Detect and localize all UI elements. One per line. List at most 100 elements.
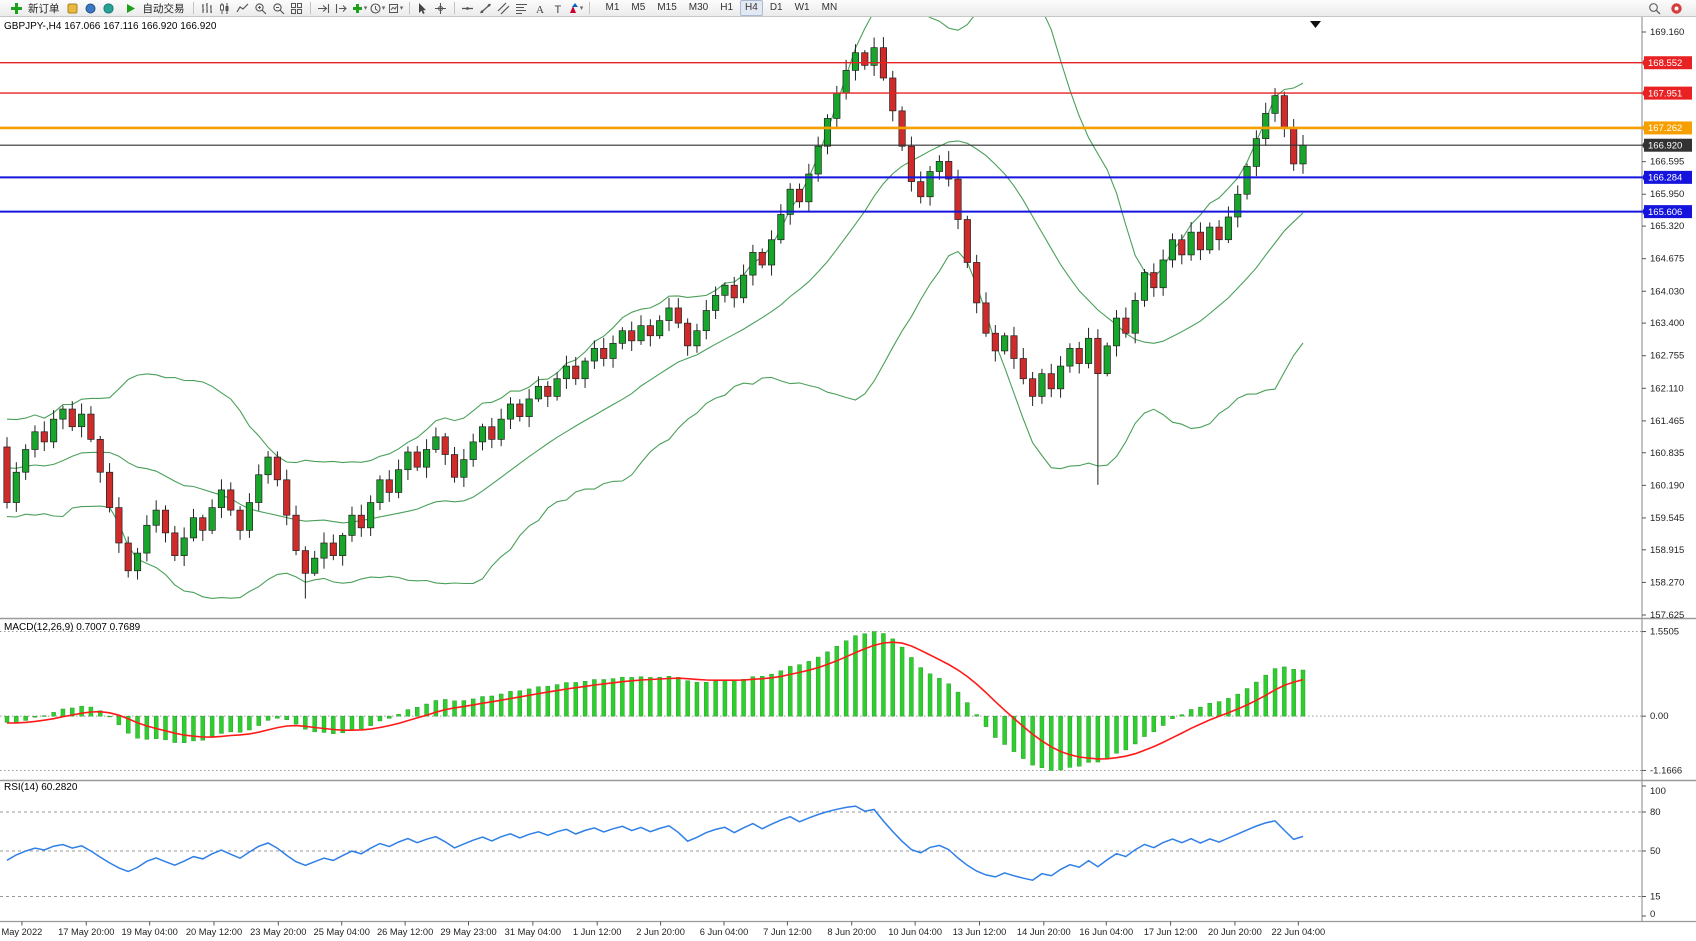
chart-shift-button[interactable] (333, 1, 351, 16)
svg-text:160.190: 160.190 (1650, 480, 1684, 491)
trendline-button[interactable] (477, 1, 495, 16)
community-alert-icon[interactable] (1667, 1, 1685, 16)
toolbar-separator (192, 2, 194, 14)
auto-scroll-button[interactable] (315, 1, 333, 16)
autotrading-button[interactable]: 自动交易 (118, 1, 189, 16)
zoom-out-button[interactable] (270, 1, 288, 16)
autotrading-label: 自动交易 (142, 2, 185, 15)
arrows-button[interactable]: ▾ (567, 1, 585, 16)
candles (3, 37, 1307, 599)
svg-text:157.625: 157.625 (1650, 610, 1684, 621)
market-watch-icon[interactable] (82, 1, 100, 16)
timeframe-h4-button[interactable]: H4 (740, 0, 763, 16)
svg-text:15: 15 (1650, 892, 1661, 903)
svg-text:166.595: 166.595 (1650, 157, 1684, 168)
svg-text:May 2022: May 2022 (1, 927, 42, 937)
svg-text:31 May 04:00: 31 May 04:00 (505, 927, 561, 937)
rsi-indicator-label: RSI(14) 60.2820 (4, 782, 78, 793)
timeframe-m1-button[interactable]: M1 (605, 2, 620, 13)
svg-text:2 Jun 20:00: 2 Jun 20:00 (636, 927, 685, 937)
toolbar: 新订单 自动交易 ▾ ▾ (0, 0, 1696, 17)
cursor-button[interactable] (414, 1, 432, 16)
svg-text:165.320: 165.320 (1650, 221, 1684, 232)
svg-text:158.915: 158.915 (1650, 545, 1684, 556)
svg-text:100: 100 (1650, 786, 1666, 797)
svg-text:20 May 12:00: 20 May 12:00 (186, 927, 242, 937)
svg-text:8 Jun 20:00: 8 Jun 20:00 (827, 927, 876, 937)
svg-text:166.284: 166.284 (1648, 173, 1682, 184)
new-order-icon (7, 1, 25, 16)
line-chart-button[interactable] (234, 1, 252, 16)
svg-text:19 May 04:00: 19 May 04:00 (121, 927, 177, 937)
svg-text:161.465: 161.465 (1650, 416, 1684, 427)
price-axis: 169.160 166.595 165.950 165.320 164.675 164.0… (1642, 27, 1684, 621)
timeframe-m5-button[interactable]: M5 (631, 2, 646, 13)
svg-text:17 May 20:00: 17 May 20:00 (58, 927, 114, 937)
pane-borders (0, 17, 1696, 923)
svg-text:167.951: 167.951 (1648, 88, 1682, 99)
svg-text:0.00: 0.00 (1650, 711, 1669, 722)
rsi-pane: 100 80 50 15 0 (0, 785, 1666, 920)
svg-text:16 Jun 04:00: 16 Jun 04:00 (1079, 927, 1133, 937)
horizontal-line-button[interactable] (459, 1, 477, 16)
price-line-labels: 168.552 167.951 167.262 166.920 166.284 165.6… (1642, 56, 1692, 219)
timeframe-mn-button[interactable]: MN (821, 2, 838, 13)
search-icon[interactable] (1645, 1, 1663, 16)
svg-text:159.545: 159.545 (1650, 513, 1684, 524)
chevron-down-icon: ▾ (399, 5, 404, 12)
timeframe-d1-button[interactable]: D1 (769, 2, 783, 13)
svg-text:13 Jun 12:00: 13 Jun 12:00 (953, 927, 1007, 937)
timeframe-m30-button[interactable]: M30 (688, 2, 709, 13)
candlestick-button[interactable] (216, 1, 234, 16)
svg-text:14 Jun 20:00: 14 Jun 20:00 (1017, 927, 1071, 937)
svg-text:168.552: 168.552 (1648, 58, 1682, 69)
svg-text:162.755: 162.755 (1650, 351, 1684, 362)
svg-text:22 Jun 04:00: 22 Jun 04:00 (1271, 927, 1325, 937)
zoom-in-button[interactable] (252, 1, 270, 16)
autotrading-icon (122, 1, 140, 16)
toolbar-separator (588, 2, 590, 14)
toolbar-separator (453, 2, 455, 14)
toolbar-right-group (1645, 1, 1685, 16)
indicators-button[interactable]: ▾ (351, 1, 369, 16)
svg-text:20 Jun 20:00: 20 Jun 20:00 (1208, 927, 1262, 937)
text-button[interactable]: A (531, 1, 549, 16)
svg-text:169.160: 169.160 (1650, 27, 1684, 38)
svg-text:6 Jun 04:00: 6 Jun 04:00 (700, 927, 749, 937)
svg-text:163.400: 163.400 (1650, 318, 1684, 329)
channel-button[interactable] (495, 1, 513, 16)
svg-text:26 May 12:00: 26 May 12:00 (377, 927, 433, 937)
svg-text:162.110: 162.110 (1650, 383, 1684, 394)
svg-text:167.262: 167.262 (1648, 123, 1682, 134)
svg-text:17 Jun 12:00: 17 Jun 12:00 (1144, 927, 1198, 937)
macd-pane: 1.5505 0.00 -1.1666 (0, 627, 1682, 776)
svg-text:-1.1666: -1.1666 (1650, 765, 1682, 776)
chevron-down-icon: ▾ (579, 5, 584, 12)
svg-text:164.030: 164.030 (1650, 286, 1684, 297)
text-label-button[interactable]: T (549, 1, 567, 16)
periods-button[interactable]: ▾ (369, 1, 387, 16)
timeframe-h1-button[interactable]: H1 (720, 2, 734, 13)
bar-chart-button[interactable] (198, 1, 216, 16)
svg-text:165.606: 165.606 (1648, 207, 1682, 218)
timeframe-w1-button[interactable]: W1 (794, 2, 810, 13)
macd-indicator-label: MACD(12,26,9) 0.7007 0.7689 (4, 622, 141, 633)
timeframe-m15-button[interactable]: M15 (657, 2, 677, 13)
price-line-objects (0, 62, 1642, 213)
navigator-icon[interactable] (100, 1, 118, 16)
charts-profile-icon[interactable] (64, 1, 82, 16)
tile-windows-button[interactable] (288, 1, 306, 16)
templates-button[interactable]: ▾ (387, 1, 405, 16)
fibonacci-button[interactable] (513, 1, 531, 16)
svg-text:165.950: 165.950 (1650, 189, 1684, 200)
svg-text:29 May 23:00: 29 May 23:00 (440, 927, 496, 937)
svg-text:158.270: 158.270 (1650, 577, 1684, 588)
svg-text:80: 80 (1650, 807, 1661, 818)
chart-shift-marker (1310, 21, 1321, 28)
svg-text:164.675: 164.675 (1650, 254, 1684, 265)
svg-text:A: A (536, 4, 544, 15)
new-order-button[interactable]: 新订单 (3, 1, 64, 16)
crosshair-button[interactable] (432, 1, 450, 16)
chevron-down-icon: ▾ (363, 5, 368, 12)
